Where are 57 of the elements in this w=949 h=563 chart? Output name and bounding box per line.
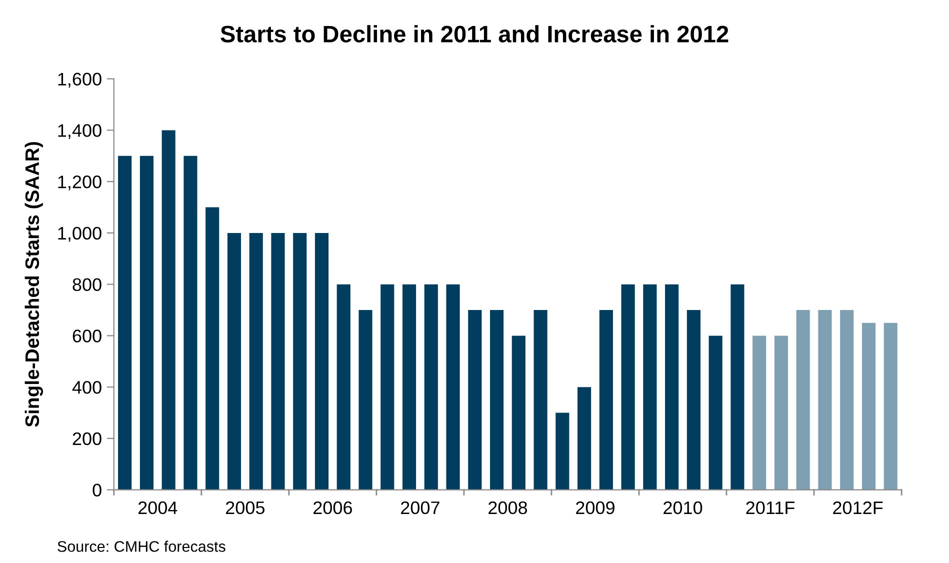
bar (621, 284, 635, 490)
x-tick-label: 2012F (833, 501, 883, 514)
bar (424, 284, 438, 490)
bar (840, 310, 854, 490)
bar (708, 336, 722, 490)
bar (227, 232, 241, 490)
chart-title: Starts to Decline in 2011 and Increase in 2012 (220, 25, 728, 42)
y-tick-label: 0 (92, 484, 102, 497)
bar (818, 310, 832, 490)
y-tick-label: 1,000 (58, 226, 102, 242)
bar (578, 387, 592, 490)
bar (686, 310, 700, 490)
bar (774, 336, 788, 490)
bar (796, 310, 810, 490)
y-tick-label: 400 (72, 380, 102, 394)
y-tick-label: 1,200 (58, 176, 102, 190)
x-tick-label: 2010 (664, 501, 702, 514)
y-tick-label: 600 (72, 330, 102, 342)
x-tick-label: 2007 (401, 501, 440, 514)
bar (512, 336, 526, 490)
bar (314, 232, 329, 490)
bar (336, 284, 350, 490)
bar (534, 310, 548, 490)
bar (184, 156, 198, 490)
bar (665, 284, 679, 490)
bar (730, 284, 744, 490)
bar (402, 284, 416, 490)
x-tick-label: 2009 (576, 501, 614, 514)
bar (446, 284, 460, 490)
bar (162, 130, 176, 490)
bar (118, 156, 132, 490)
source-note: Source: CMHC forecasts (58, 540, 226, 552)
bar (140, 156, 154, 490)
bar (249, 232, 263, 490)
x-tick-label: 2011F (746, 501, 794, 514)
y-tick-label: 200 (72, 432, 102, 446)
bar (752, 336, 766, 490)
bar (206, 207, 220, 490)
y-tick-label: 1,400 (58, 124, 102, 140)
bar (271, 232, 285, 490)
bar (556, 412, 570, 490)
y-tick-label: 1,600 (58, 72, 102, 88)
bar (490, 310, 504, 490)
x-tick-label: 2006 (314, 501, 352, 514)
bar (468, 310, 482, 490)
x-tick-label: 2004 (138, 501, 178, 514)
bar (884, 322, 898, 490)
bar (293, 232, 307, 490)
bar (862, 322, 876, 490)
bar (380, 284, 394, 490)
x-tick-label: 2008 (488, 501, 528, 514)
y-tick-label: 800 (72, 278, 102, 292)
bar (599, 310, 613, 490)
y-axis-title: Single-Detached Starts (SAAR) (24, 142, 44, 427)
bar (358, 310, 372, 490)
bar (643, 284, 657, 490)
x-tick-label: 2005 (226, 501, 264, 514)
